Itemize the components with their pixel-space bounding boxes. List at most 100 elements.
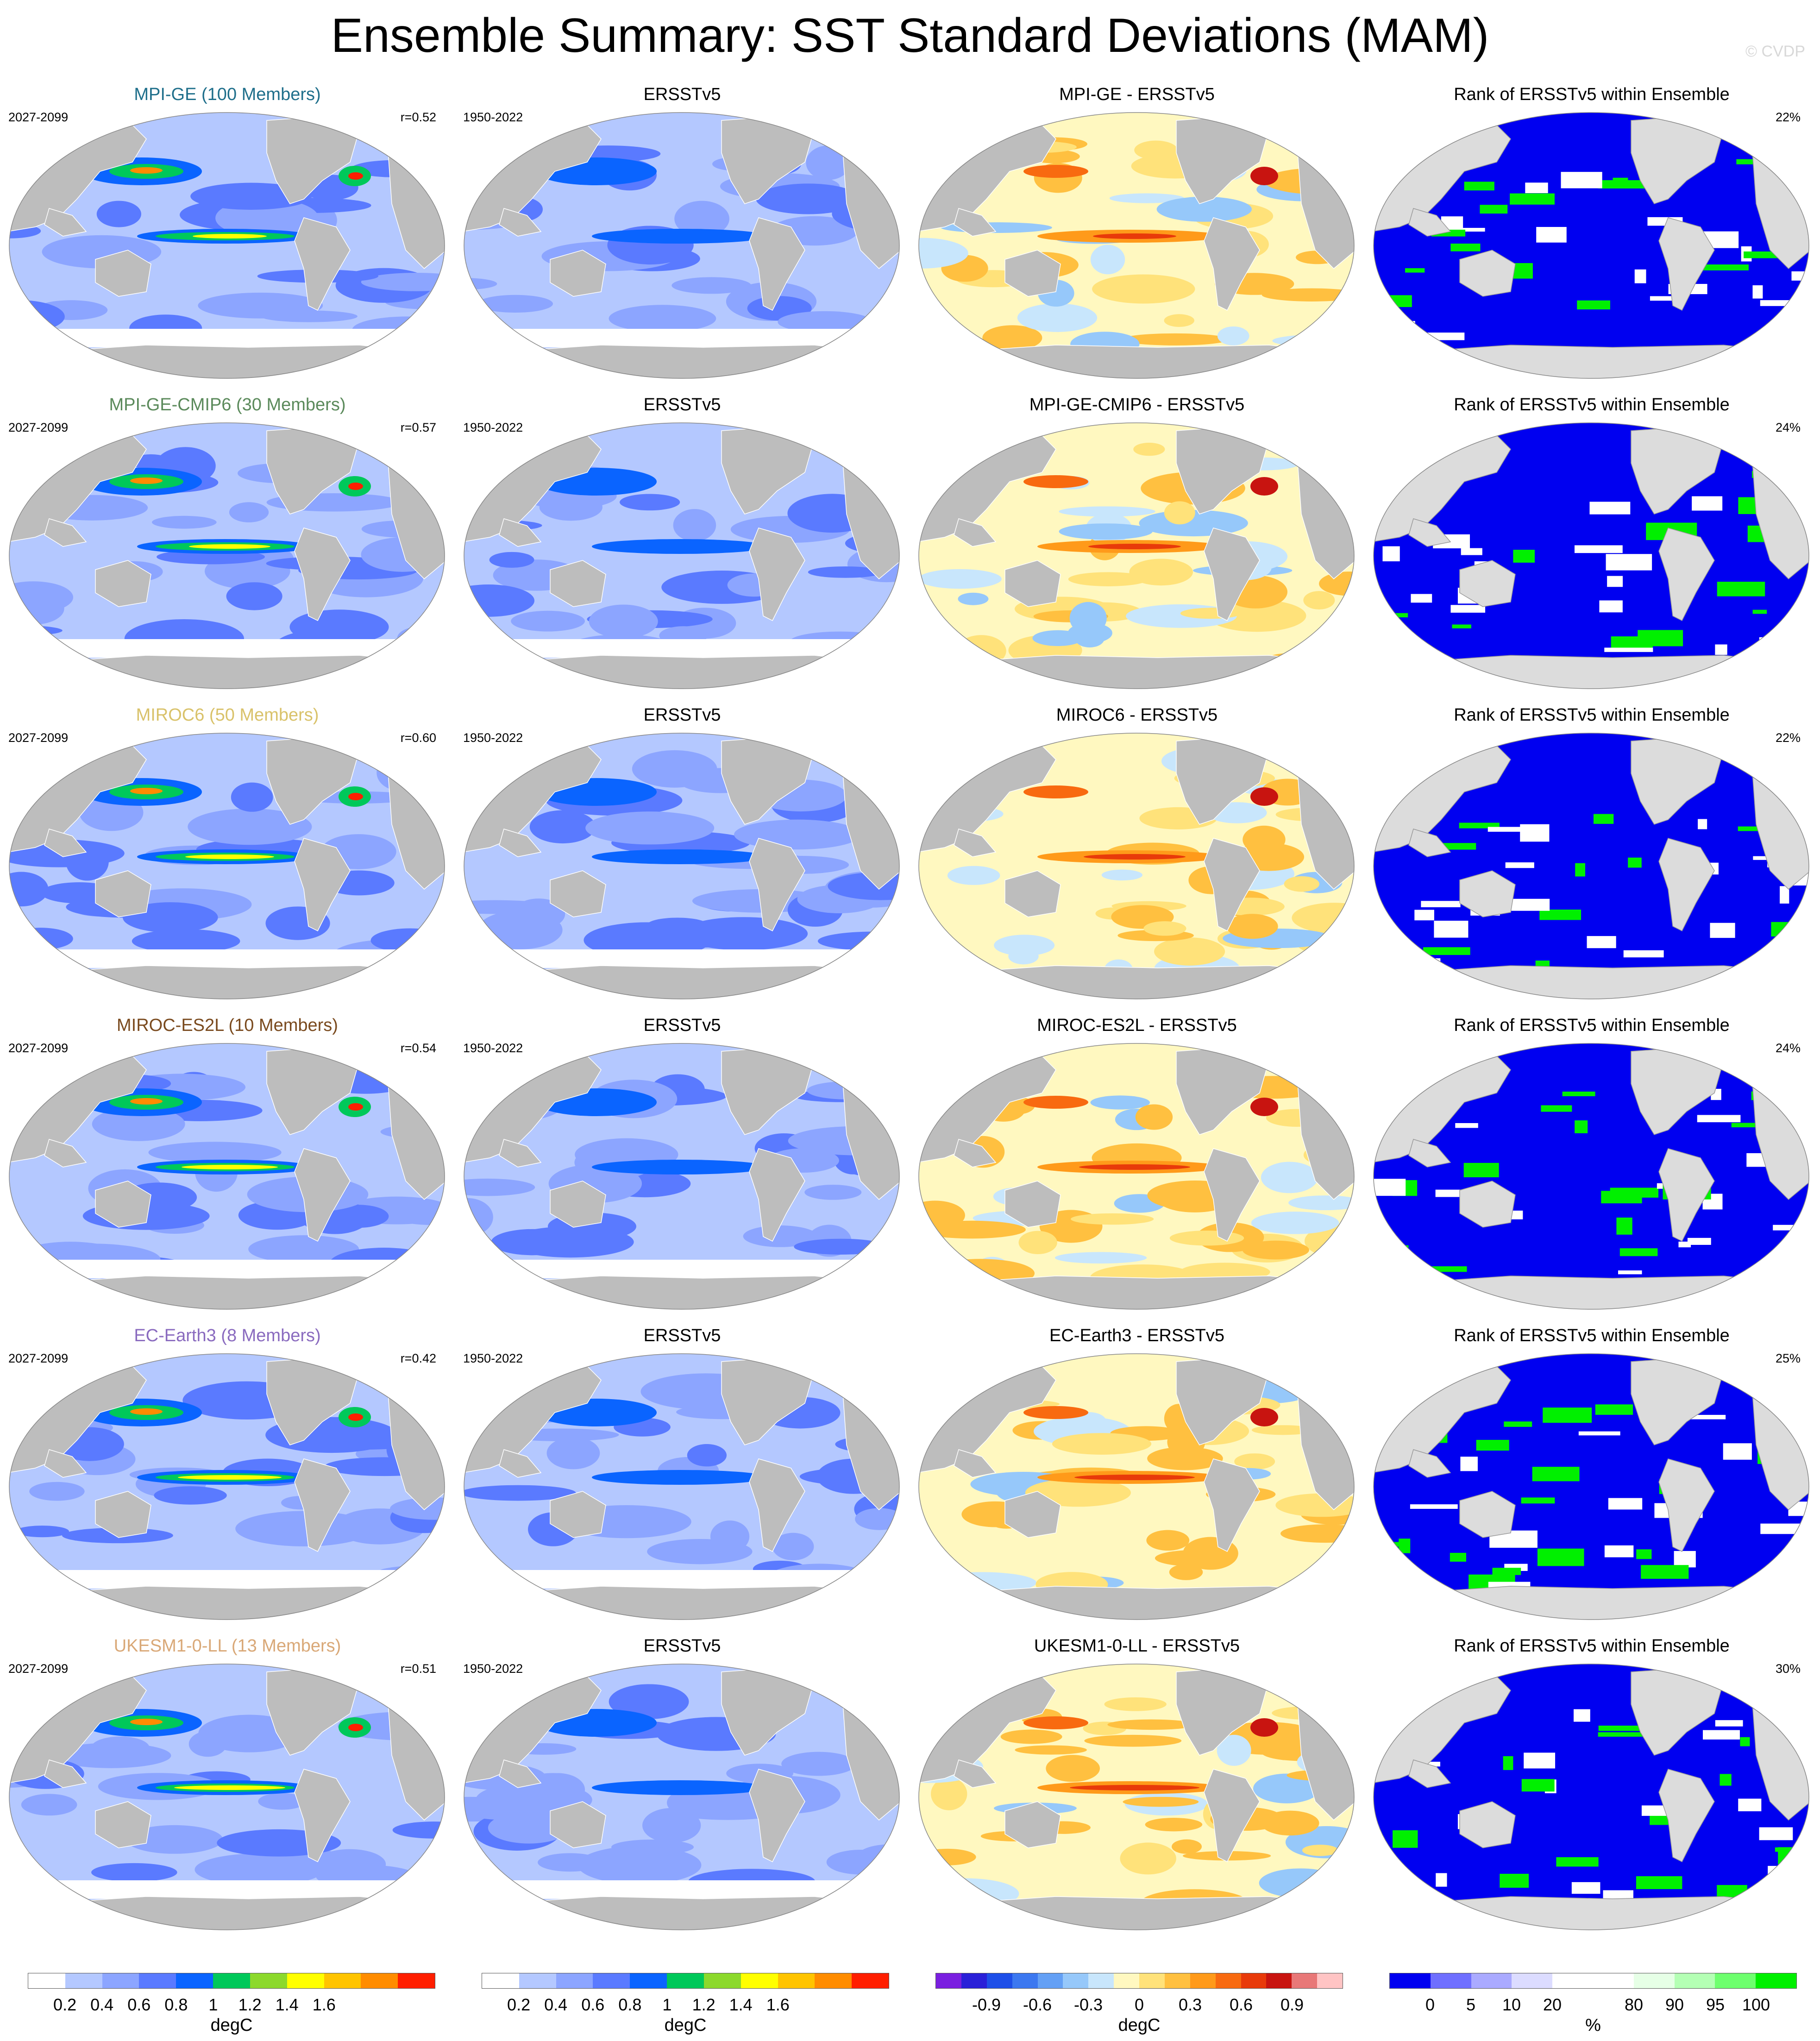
colorbar-swatch [778, 1973, 815, 1988]
colorbar-swatch [1190, 1973, 1216, 1988]
colorbar-rank-percent: 0 5 10 20 80 90 95 100% [1389, 1973, 1797, 2038]
panel-title: Rank of ERSSTv5 within Ensemble [1454, 1016, 1730, 1035]
colorbar-tick-label: 1.4 [275, 1995, 299, 2014]
colorbar-swatch [139, 1973, 176, 1988]
year-range-label: 1950-2022 [463, 1041, 523, 1055]
colorbar-swatch [1139, 1973, 1165, 1988]
colorbar-tick-label: 1.2 [238, 1995, 262, 2014]
colorbar-unit-label: degC [210, 2016, 253, 2035]
panel-diff-row-1: MPI-GE - ERSSTv5 [910, 74, 1364, 384]
panel-obs-row-1: ERSSTv5 1950-2022 [455, 74, 910, 384]
colorbar-sst-stddev-obs: 0.2 0.4 0.6 0.8 1 1.2 1.4 1.6 degC [482, 1973, 889, 2038]
colorbar-swatch [287, 1973, 324, 1988]
panel-title: EC-Earth3 (8 Members) [134, 1326, 321, 1345]
colorbar-tick-label: 0.2 [53, 1995, 77, 2014]
colorbar-tick-label: 0.4 [90, 1995, 114, 2014]
colorbar-swatch [361, 1973, 398, 1988]
rank-map-field [1374, 1354, 1809, 1620]
model-map [9, 1664, 445, 1930]
year-range-label: 1950-2022 [463, 1351, 523, 1365]
colorbar-swatch [1317, 1973, 1343, 1988]
colorbar-swatch [741, 1973, 778, 1988]
panel-model-row-6: UKESM1-0-LL (13 Members) 2027-2099 r=0.51 [0, 1626, 455, 1936]
colorbar-swatch [1512, 1973, 1553, 1988]
model-map [9, 1353, 445, 1620]
colorbar-swatch [250, 1973, 287, 1988]
colorbar-tick-label: 0.2 [507, 1995, 531, 2014]
year-range-label: 2027-2099 [8, 1041, 69, 1055]
panel-title: ERSSTv5 [643, 1016, 721, 1035]
panel-model-row-3: MIROC6 (50 Members) 2027-2099 r=0.60 [0, 695, 455, 1005]
panel-title: ERSSTv5 [643, 85, 721, 104]
rank-percent-label: 30% [1775, 1662, 1801, 1676]
colorbar-swatch [1164, 1973, 1190, 1988]
colorbar-tick-label: 0 [1425, 1995, 1435, 2014]
panel-diff-row-2: MPI-GE-CMIP6 - ERSSTv5 [910, 384, 1364, 695]
colorbar-tick-label: 100 [1742, 1995, 1770, 2014]
rank-map-field [1374, 1664, 1809, 1930]
colorbar-swatch [667, 1973, 704, 1988]
pattern-correlation-label: r=0.52 [400, 110, 436, 124]
colorbar-tick-label: 80 [1624, 1995, 1644, 2014]
colorbar-swatch [1215, 1973, 1241, 1988]
obs-map [464, 1043, 900, 1310]
year-range-label: 1950-2022 [463, 110, 523, 124]
diff-map [918, 733, 1355, 999]
colorbar-tick-label: -0.9 [972, 1995, 1001, 2014]
rank-percent-label: 24% [1775, 421, 1801, 434]
obs-map [464, 1353, 900, 1620]
model-map [9, 422, 445, 689]
panel-obs-row-5: ERSSTv5 1950-2022 [455, 1315, 910, 1626]
model-map-field [9, 1664, 445, 1930]
obs-map-field [464, 733, 899, 999]
pattern-correlation-label: r=0.60 [400, 731, 436, 745]
colorbar-swatch [519, 1973, 556, 1988]
panel-title: MPI-GE-CMIP6 - ERSSTv5 [1029, 395, 1245, 414]
panel-title: EC-Earth3 - ERSSTv5 [1049, 1326, 1224, 1345]
rank-map [1373, 112, 1809, 379]
colorbar-tick-label: 1.6 [312, 1995, 336, 2014]
year-range-label: 2027-2099 [8, 1662, 69, 1676]
panel-title: MIROC6 - ERSSTv5 [1056, 705, 1218, 725]
panel-rank-row-2: Rank of ERSSTv5 within Ensemble 24% [1364, 384, 1819, 695]
colorbar-swatch [1756, 1973, 1796, 1988]
diff-map [918, 1664, 1355, 1930]
colorbar-unit-label: degC [1118, 2016, 1161, 2035]
colorbar-swatch [1241, 1973, 1267, 1988]
colorbar-swatch [213, 1973, 250, 1988]
panel-rank-row-6: Rank of ERSSTv5 within Ensemble 30% [1364, 1626, 1819, 1936]
diff-map [918, 112, 1355, 379]
panel-title: ERSSTv5 [643, 705, 721, 725]
colorbar-swatch [482, 1973, 519, 1988]
colorbar-tick-label: 95 [1706, 1995, 1725, 2014]
obs-map [464, 112, 900, 379]
model-map [9, 1043, 445, 1310]
colorbar-tick-label: 5 [1466, 1995, 1476, 2014]
panel-title: Rank of ERSSTv5 within Ensemble [1454, 85, 1730, 104]
colorbar-tick-label: 1.6 [766, 1995, 790, 2014]
panel-obs-row-3: ERSSTv5 1950-2022 [455, 695, 910, 1005]
colorbar-tick-label: -0.6 [1023, 1995, 1052, 2014]
colorbar-swatch [1674, 1973, 1715, 1988]
pattern-correlation-label: r=0.54 [400, 1041, 436, 1055]
colorbar-swatch [852, 1973, 889, 1988]
colorbar-tick-label: 1 [208, 1995, 218, 2014]
colorbar-swatch [1012, 1973, 1038, 1988]
colorbar-swatch [986, 1973, 1012, 1988]
colorbar-swatch [936, 1973, 961, 1988]
colorbar-swatch [398, 1973, 435, 1988]
colorbar-swatch [65, 1973, 102, 1988]
panel-title: MPI-GE (100 Members) [134, 85, 321, 104]
rank-map [1373, 733, 1809, 999]
colorbar-tick-label: 1 [662, 1995, 672, 2014]
rank-map [1373, 1043, 1809, 1310]
colorbar-tick-label: 0.8 [164, 1995, 188, 2014]
panel-model-row-5: EC-Earth3 (8 Members) 2027-2099 r=0.42 [0, 1315, 455, 1626]
land-mask [919, 113, 1354, 378]
colorbar-tick-label: 1.2 [692, 1995, 715, 2014]
panel-model-row-2: MPI-GE-CMIP6 (30 Members) 2027-2099 r=0.57 [0, 384, 455, 695]
pattern-correlation-label: r=0.57 [400, 421, 436, 434]
colorbar-swatch [1063, 1973, 1089, 1988]
colorbar-tick-label: 0.3 [1178, 1995, 1202, 2014]
panel-rank-row-1: Rank of ERSSTv5 within Ensemble 22% [1364, 74, 1819, 384]
